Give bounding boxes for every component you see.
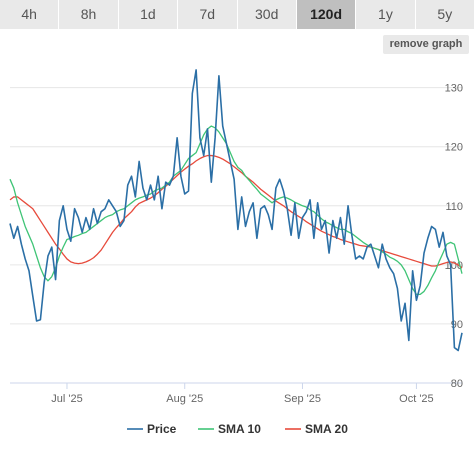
legend-label: SMA 10 [218,422,261,436]
y-tick-label: 80 [451,378,463,390]
tab-1y[interactable]: 1y [356,0,416,29]
remove-graph-button[interactable]: remove graph [383,35,469,54]
series-line-sma-10 [9,125,463,296]
legend: Price SMA 10 SMA 20 [127,422,348,436]
legend-item-sma-20[interactable]: SMA 20 [285,422,348,436]
y-tick-label: 120 [445,142,463,154]
series-line-price [9,69,463,352]
x-tick-label: Aug '25 [166,393,203,405]
legend-item-sma-10[interactable]: SMA 10 [198,422,261,436]
legend-item-price[interactable]: Price [127,422,177,436]
tab-30d[interactable]: 30d [238,0,297,29]
tab-4h[interactable]: 4h [0,0,60,29]
tab-5y[interactable]: 5y [437,6,453,22]
y-tick-label: 110 [445,201,463,213]
tab-1d[interactable]: 1d [119,0,179,29]
time-range-tabs: 4h 8h 1d 7d 30d 120d 1y 5y [0,0,474,29]
x-tick-label: Oct '25 [399,393,434,405]
x-tick-label: Jul '25 [51,393,82,405]
legend-label: SMA 20 [305,422,348,436]
legend-label: Price [147,422,177,436]
tab-7d[interactable]: 7d [178,0,238,29]
tab-8h[interactable]: 8h [59,0,119,29]
x-tick-label: Sep '25 [284,393,321,405]
y-tick-label: 130 [445,83,463,95]
series-lines [9,69,463,352]
x-axis: Jul '25 Aug '25 Sep '25 Oct '25 [51,383,434,405]
tab-120d[interactable]: 120d [296,0,357,29]
series-line-sma-20 [9,154,463,269]
